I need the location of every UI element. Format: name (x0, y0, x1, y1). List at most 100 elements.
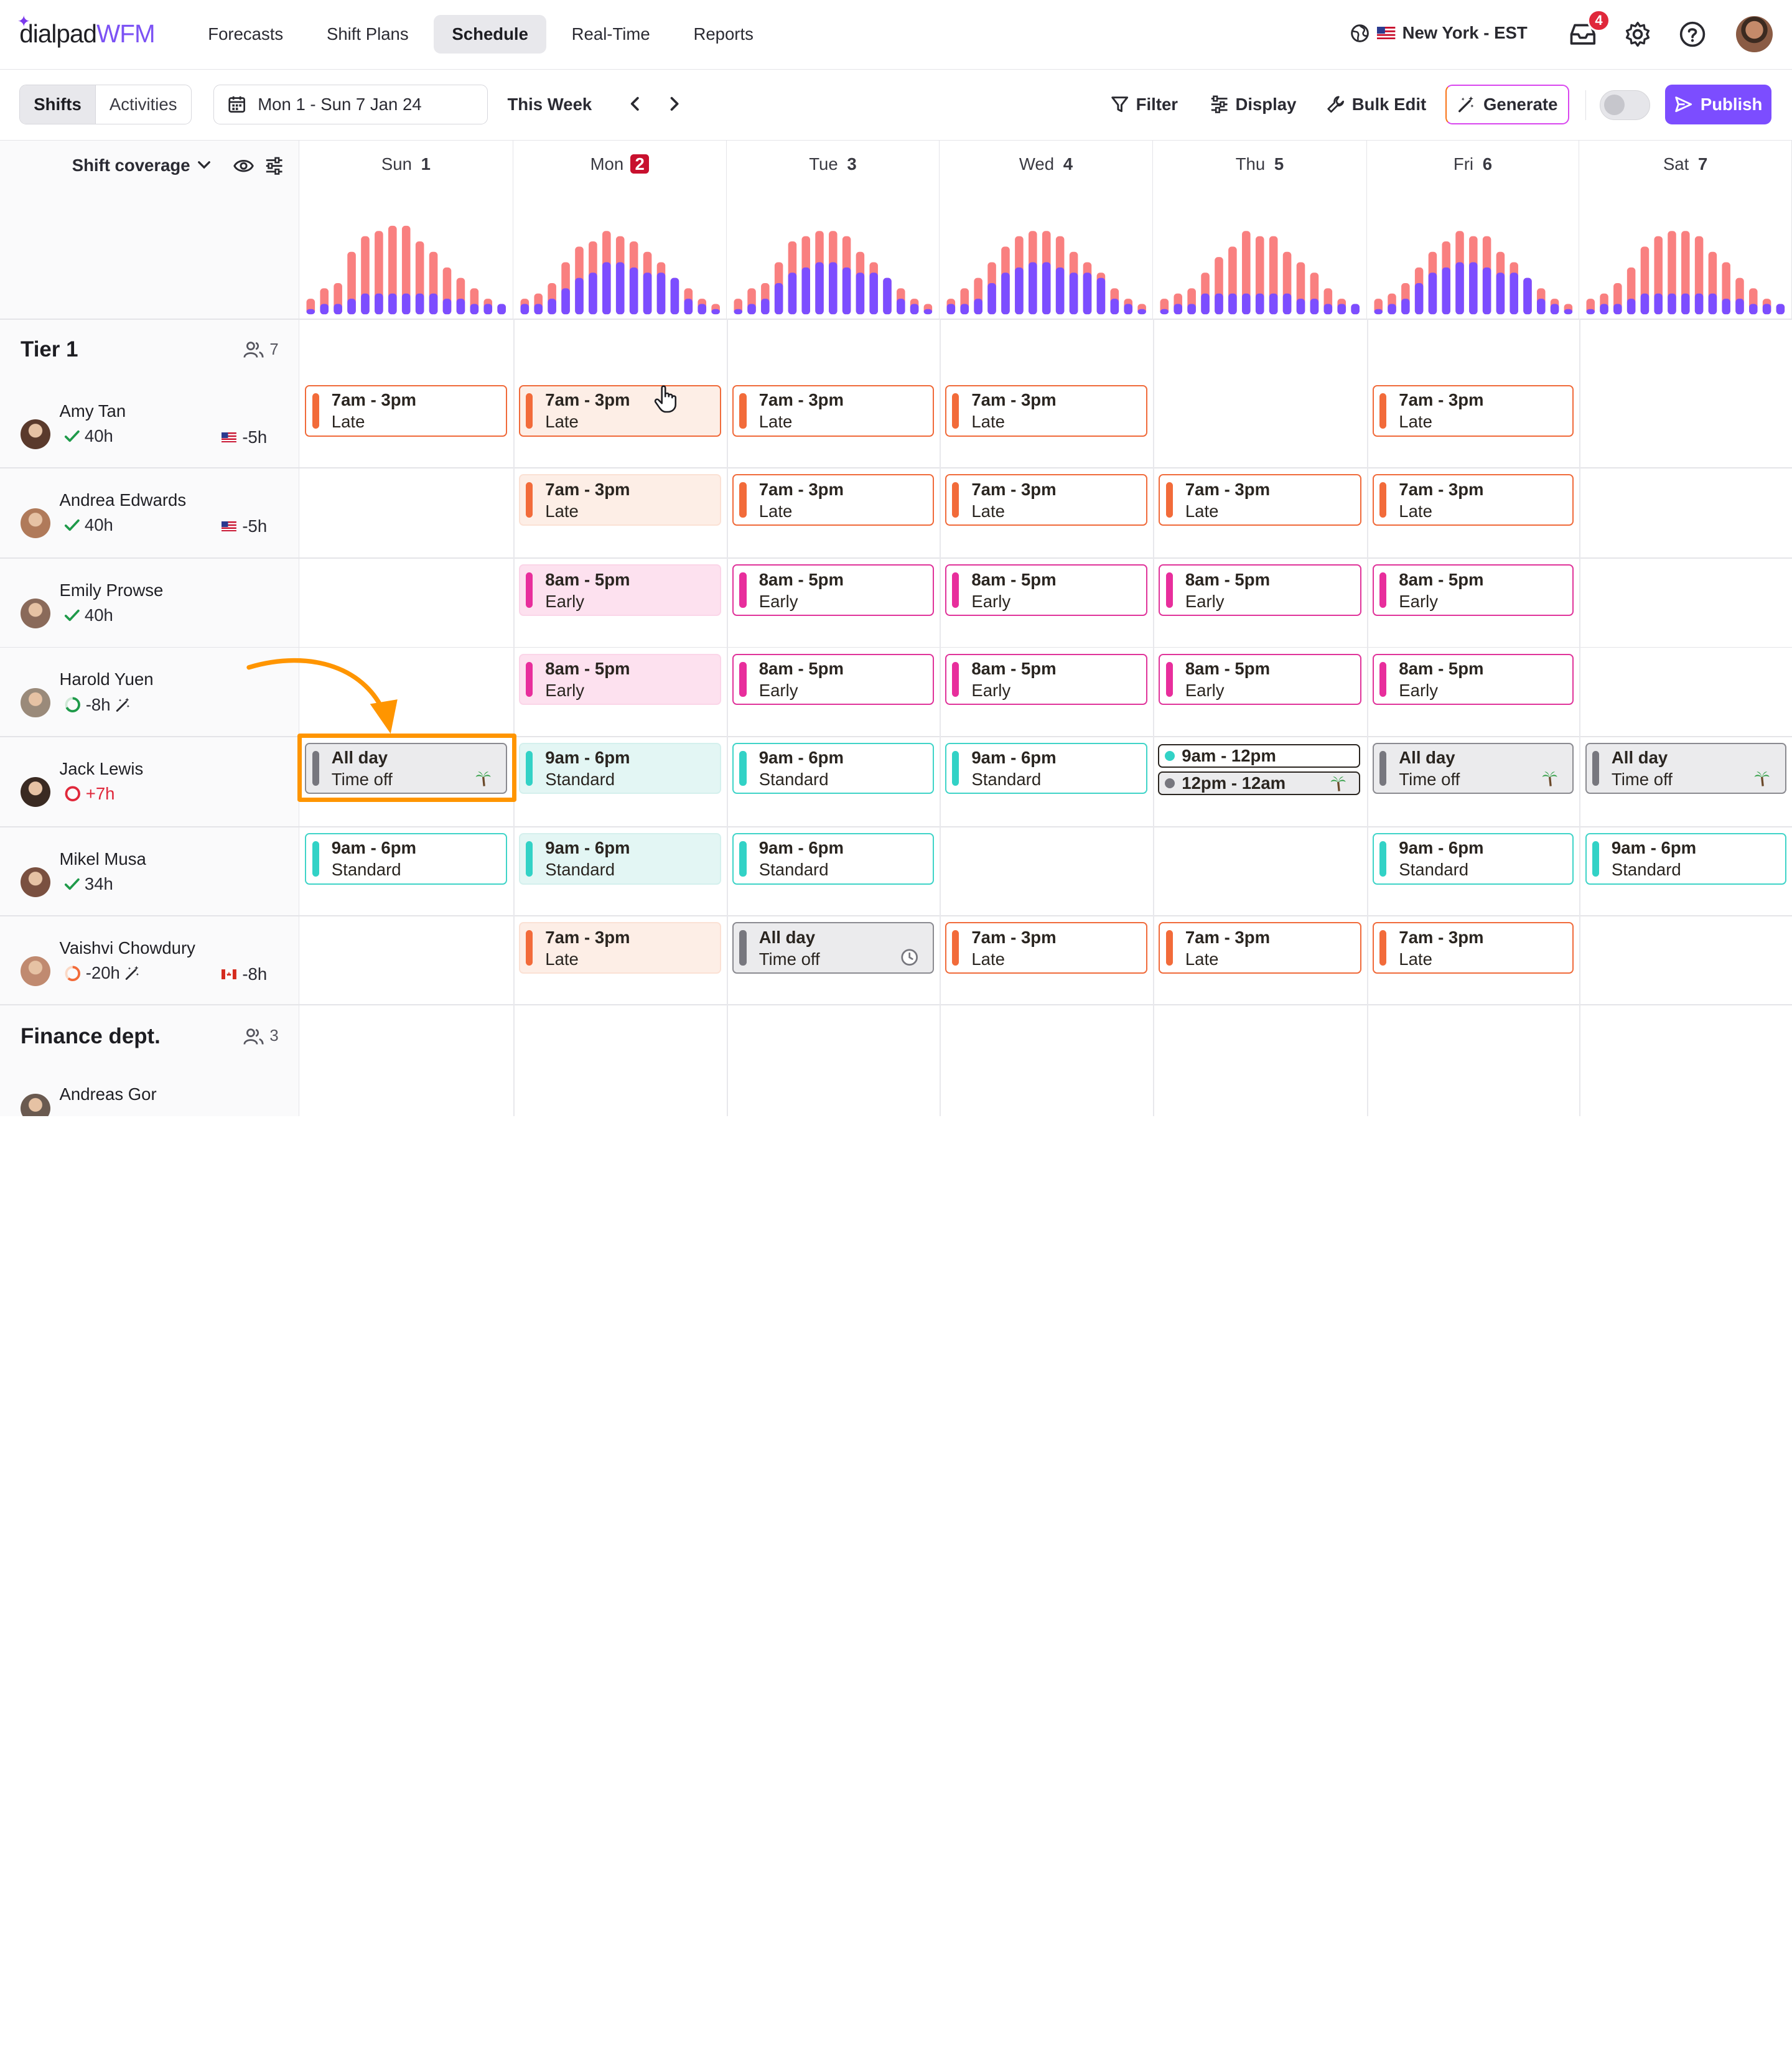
day-header-wed[interactable]: Wed 4 (940, 140, 1154, 320)
shift-block[interactable]: All day Time off (1372, 742, 1574, 794)
shift-block[interactable]: 8am - 5pm Early (732, 564, 934, 616)
help-button[interactable] (1676, 17, 1710, 52)
shift-time: 8am - 5pm (545, 569, 630, 589)
agent-row[interactable]: Andreas Gor (0, 1004, 299, 1117)
agent-name[interactable]: Mikel Musa (59, 849, 146, 869)
shift-block[interactable]: 7am - 3pm Late (518, 922, 721, 974)
agent-name[interactable]: Emily Prowse (59, 580, 164, 600)
shift-block[interactable]: 7am - 3pm Late (305, 384, 508, 437)
agent-row[interactable]: Harold Yuen -8h (0, 647, 299, 736)
coverage-bar-scheduled (629, 267, 638, 315)
group-title-finance[interactable]: Finance dept. (21, 1023, 161, 1048)
agent-row[interactable]: Emily Prowse 40h (0, 557, 299, 646)
shift-block-split-bottom[interactable]: 12pm - 12am (1157, 771, 1360, 796)
display-button[interactable]: Display (1201, 85, 1305, 124)
this-week-button[interactable]: This Week (507, 95, 592, 114)
agent-name[interactable]: Harold Yuen (59, 669, 154, 689)
shift-block[interactable]: 8am - 5pm Early (1159, 564, 1361, 616)
shift-block[interactable]: 7am - 3pm Late (1372, 474, 1574, 526)
coverage-bar-scheduled (1310, 298, 1319, 315)
agent-row[interactable]: Mikel Musa 34h (0, 826, 299, 915)
shift-block-split-top[interactable]: 9am - 12pm (1157, 743, 1360, 768)
agent-name[interactable]: Jack Lewis (59, 758, 144, 778)
shift-block[interactable]: 7am - 3pm Late (732, 474, 934, 526)
shift-time: All day (1399, 748, 1455, 768)
shift-time: 9am - 6pm (1399, 838, 1484, 858)
avatar (21, 956, 50, 987)
shift-block[interactable]: 7am - 3pm Late (1372, 922, 1574, 974)
offset-value: -5h (242, 516, 268, 536)
agent-row[interactable]: Vaishvi Chowdury -20h -8h (0, 915, 299, 1004)
shift-block[interactable]: 7am - 3pm Late (1159, 922, 1361, 974)
shift-block[interactable]: 8am - 5pm Early (732, 653, 934, 706)
prev-week-button[interactable] (624, 93, 647, 116)
inbox-button[interactable]: 4 (1566, 9, 1610, 52)
shift-block[interactable]: 9am - 6pm Standard (732, 832, 934, 885)
view-activities-button[interactable]: Activities (109, 95, 177, 114)
day-header-thu[interactable]: Thu 5 (1153, 140, 1367, 320)
shift-type: Standard (971, 770, 1042, 790)
shift-block[interactable]: 9am - 6pm Standard (518, 832, 721, 885)
day-header-sun[interactable]: Sun 1 (299, 140, 513, 320)
hours-value: 40h (84, 515, 113, 535)
shift-block[interactable]: 9am - 6pm Standard (1585, 832, 1786, 885)
shift-block[interactable]: 7am - 3pm Late (1372, 384, 1574, 437)
day-header-tue[interactable]: Tue 3 (727, 140, 940, 320)
group-title-tier-1[interactable]: Tier 1 (21, 337, 78, 361)
shift-block[interactable]: 8am - 5pm Early (945, 564, 1148, 616)
shift-block[interactable]: 9am - 6pm Standard (1372, 832, 1574, 885)
day-header-mon[interactable]: Mon 2 (513, 140, 727, 320)
shift-block[interactable]: 8am - 5pm Early (945, 653, 1148, 706)
shift-block[interactable]: 9am - 6pm Standard (305, 832, 508, 885)
shift-block[interactable]: 7am - 3pm Late (732, 384, 934, 437)
adjust-icon[interactable] (265, 157, 283, 175)
agent-name[interactable]: Andrea Edwards (59, 490, 187, 510)
day-header-sat[interactable]: Sat 7 (1579, 140, 1792, 320)
shift-block[interactable]: 7am - 3pm Late (945, 922, 1148, 974)
column-divider (1579, 319, 1581, 1117)
agent-row[interactable]: Andrea Edwards 40h -5h (0, 467, 299, 556)
publish-button[interactable]: Publish (1665, 84, 1771, 125)
tab-shift-plans[interactable]: Shift Plans (326, 24, 409, 44)
publish-mode-toggle[interactable] (1600, 90, 1651, 120)
agent-name[interactable]: Vaishvi Chowdury (59, 938, 195, 957)
user-avatar[interactable] (1735, 16, 1773, 53)
agent-name[interactable]: Andreas Gor (59, 1084, 157, 1104)
shift-block[interactable]: 7am - 3pm Late (945, 474, 1148, 526)
shift-coverage-dropdown[interactable]: Shift coverage (72, 156, 211, 175)
shift-block[interactable]: All day Time off (1585, 742, 1786, 794)
next-week-button[interactable] (663, 93, 686, 116)
view-shifts-button[interactable]: Shifts (20, 85, 96, 124)
bulk-edit-button[interactable]: Bulk Edit (1318, 85, 1435, 124)
settings-button[interactable] (1620, 17, 1654, 52)
date-range-picker[interactable]: Mon 1 - Sun 7 Jan 24 (213, 84, 488, 125)
shift-block[interactable]: All day Time off (732, 922, 934, 974)
tab-schedule[interactable]: Schedule (434, 14, 547, 54)
agent-row[interactable]: Jack Lewis +7h (0, 736, 299, 825)
shift-block[interactable]: 8am - 5pm Early (1159, 653, 1361, 706)
tab-real-time[interactable]: Real-Time (571, 24, 650, 44)
filter-button[interactable]: Filter (1102, 85, 1187, 124)
shift-block[interactable]: 7am - 3pm Late (1159, 474, 1361, 526)
shift-block[interactable]: 9am - 6pm Standard (945, 742, 1148, 794)
timezone-selector[interactable]: New York - EST (1350, 23, 1528, 44)
shift-block[interactable]: 8am - 5pm Early (1372, 653, 1574, 706)
generate-button[interactable]: Generate (1445, 84, 1569, 125)
agent-row[interactable]: Amy Tan 40h -5h (0, 378, 299, 467)
agent-name[interactable]: Amy Tan (59, 401, 126, 421)
shift-block[interactable]: 8am - 5pm Early (1372, 564, 1574, 616)
tab-forecasts[interactable]: Forecasts (208, 24, 284, 44)
shift-block[interactable]: 7am - 3pm Late (518, 384, 721, 437)
shift-block[interactable]: 8am - 5pm Early (518, 653, 721, 706)
tab-reports[interactable]: Reports (693, 24, 754, 44)
hours-value: 34h (84, 874, 113, 894)
shift-block[interactable]: 9am - 6pm Standard (732, 742, 934, 794)
shift-block[interactable]: 7am - 3pm Late (518, 474, 721, 526)
shift-block[interactable]: 8am - 5pm Early (518, 564, 721, 616)
shift-block[interactable]: 9am - 6pm Standard (518, 742, 721, 794)
dialpad-wfm-logo[interactable]: ✦ dialpadWFM (17, 13, 156, 49)
day-header-fri[interactable]: Fri 6 (1367, 140, 1580, 320)
eye-icon[interactable] (233, 157, 254, 175)
shift-block[interactable]: 7am - 3pm Late (945, 384, 1148, 437)
shift-block[interactable]: All day Time off (305, 742, 508, 794)
